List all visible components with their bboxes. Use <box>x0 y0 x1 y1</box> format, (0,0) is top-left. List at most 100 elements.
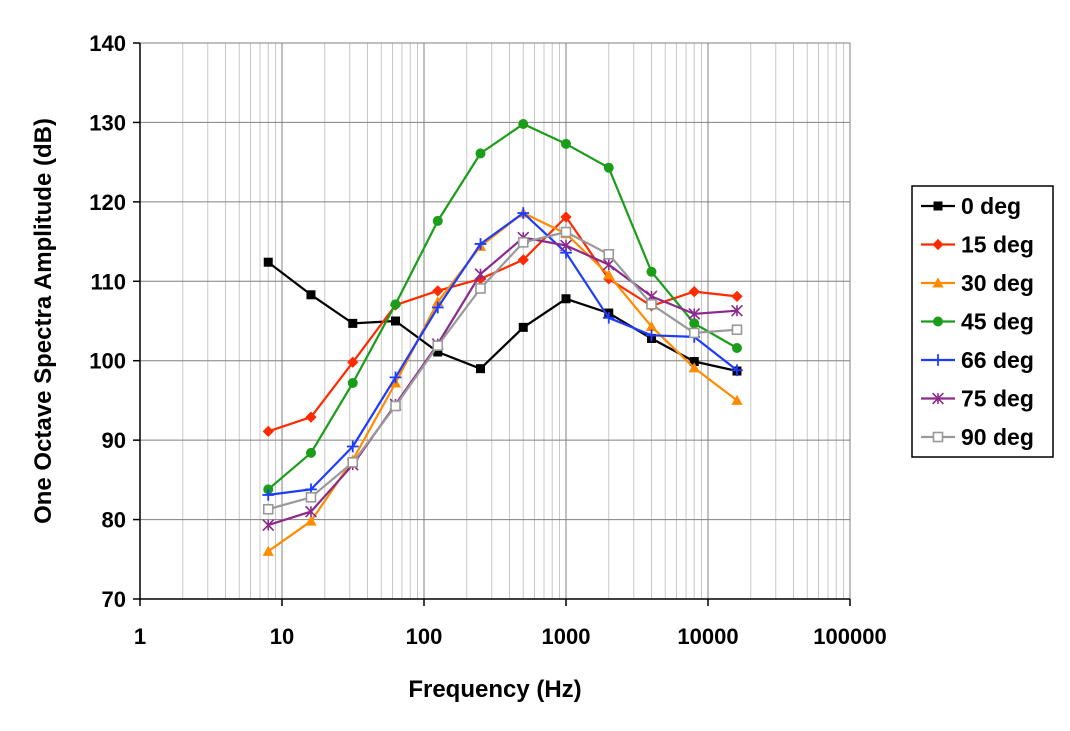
legend-label: 66 deg <box>961 347 1034 373</box>
data-point-marker <box>932 392 944 405</box>
legend-label: 15 deg <box>961 232 1034 258</box>
data-point-marker <box>602 311 615 324</box>
legend-item: 90 deg <box>921 424 1034 450</box>
y-axis-title: One Octave Spectra Amplitude (dB) <box>30 118 57 524</box>
data-point-marker <box>731 324 743 336</box>
data-point-marker <box>431 301 444 314</box>
data-point-marker <box>517 237 529 248</box>
data-point-marker <box>347 457 359 468</box>
data-point-marker <box>432 340 444 351</box>
legend-item: 45 deg <box>921 309 1034 335</box>
data-point-marker <box>731 364 743 377</box>
y-tick-label: 140 <box>89 31 126 56</box>
legend-item: 30 deg <box>921 270 1034 296</box>
data-point-marker <box>688 362 700 373</box>
data-point-marker <box>432 285 444 297</box>
data-point-marker <box>305 515 317 526</box>
data-point-marker <box>731 304 743 317</box>
data-point-marker <box>433 347 443 357</box>
data-point-marker <box>645 320 658 332</box>
data-point-marker <box>689 318 700 329</box>
data-point-marker <box>389 371 402 384</box>
data-point-marker <box>646 299 657 310</box>
y-tick-label: 70 <box>102 587 126 612</box>
data-point-marker <box>646 266 657 277</box>
y-tick-label: 100 <box>89 349 126 374</box>
x-tick-label: 10 <box>270 624 294 649</box>
data-point-marker <box>262 425 274 438</box>
legend-label: 45 deg <box>961 309 1034 335</box>
data-point-marker <box>645 329 658 342</box>
data-point-marker <box>305 411 317 423</box>
y-axis: 70 80 90 100 110 120 130 140 <box>89 31 141 612</box>
data-point-marker <box>475 148 486 159</box>
data-point-marker <box>305 492 317 503</box>
data-point-marker <box>305 505 317 518</box>
data-point-marker <box>518 322 528 332</box>
data-point-marker <box>390 299 401 310</box>
legend-label: 30 deg <box>961 270 1034 296</box>
y-tick-label: 90 <box>102 428 126 453</box>
series-line <box>267 261 738 373</box>
data-point-marker <box>263 257 273 267</box>
data-point-marker <box>560 226 572 238</box>
y-tick-label: 120 <box>89 190 126 215</box>
series-90-deg <box>262 226 743 515</box>
legend-label: 75 deg <box>961 386 1034 412</box>
data-point-marker <box>391 316 401 326</box>
legend-item: 75 deg <box>921 386 1034 412</box>
data-point-marker <box>603 162 614 173</box>
series-75-deg <box>262 231 743 532</box>
series-line <box>267 236 738 527</box>
data-point-marker <box>262 489 275 501</box>
series-line <box>267 122 738 491</box>
grid <box>139 42 851 600</box>
data-point-marker <box>347 356 359 368</box>
x-tick-label: 100000 <box>813 624 886 649</box>
data-point-marker <box>932 431 944 443</box>
y-tick-label: 130 <box>89 110 126 135</box>
legend-item: 66 deg <box>921 347 1034 373</box>
data-point-marker <box>474 238 487 250</box>
data-point-marker <box>932 238 944 251</box>
data-point-marker <box>474 268 487 281</box>
data-point-marker <box>731 343 742 354</box>
data-point-marker <box>475 283 486 294</box>
data-point-marker <box>517 254 529 266</box>
series-45-deg <box>263 119 742 495</box>
legend: 0 deg 15 deg 30 deg 45 deg 66 deg 75 deg 90 de… <box>911 185 1054 458</box>
series-line <box>267 215 738 433</box>
data-point-marker <box>517 207 530 219</box>
legend-item: 15 deg <box>921 232 1034 258</box>
legend-item: 0 deg <box>921 193 1021 219</box>
series-30-deg <box>262 207 743 556</box>
series-line <box>268 211 738 496</box>
data-point-marker <box>390 400 401 412</box>
data-point-marker <box>933 316 943 327</box>
data-point-marker <box>688 327 700 339</box>
data-point-marker <box>560 239 572 252</box>
x-tick-label: 1 <box>134 624 146 649</box>
series-line <box>267 230 738 511</box>
data-point-marker <box>262 503 274 515</box>
data-point-marker <box>731 290 743 303</box>
data-point-marker <box>306 290 316 300</box>
series-layer <box>262 119 743 556</box>
data-point-marker <box>603 269 615 280</box>
data-point-marker <box>476 364 486 374</box>
data-point-marker <box>731 394 743 405</box>
x-axis-title: Frequency (Hz) <box>408 676 581 703</box>
data-point-marker <box>432 215 443 226</box>
x-tick-label: 100 <box>406 624 443 649</box>
data-point-marker <box>346 440 359 453</box>
data-point-marker <box>262 519 275 532</box>
legend-label: 0 deg <box>961 193 1021 219</box>
data-point-marker <box>688 285 700 298</box>
x-tick-label: 1000 <box>542 624 591 649</box>
data-point-marker <box>933 201 943 211</box>
data-point-marker <box>932 277 944 288</box>
x-tick-label: 10000 <box>677 624 738 649</box>
data-point-marker <box>347 377 358 388</box>
series-66-deg <box>262 207 743 501</box>
